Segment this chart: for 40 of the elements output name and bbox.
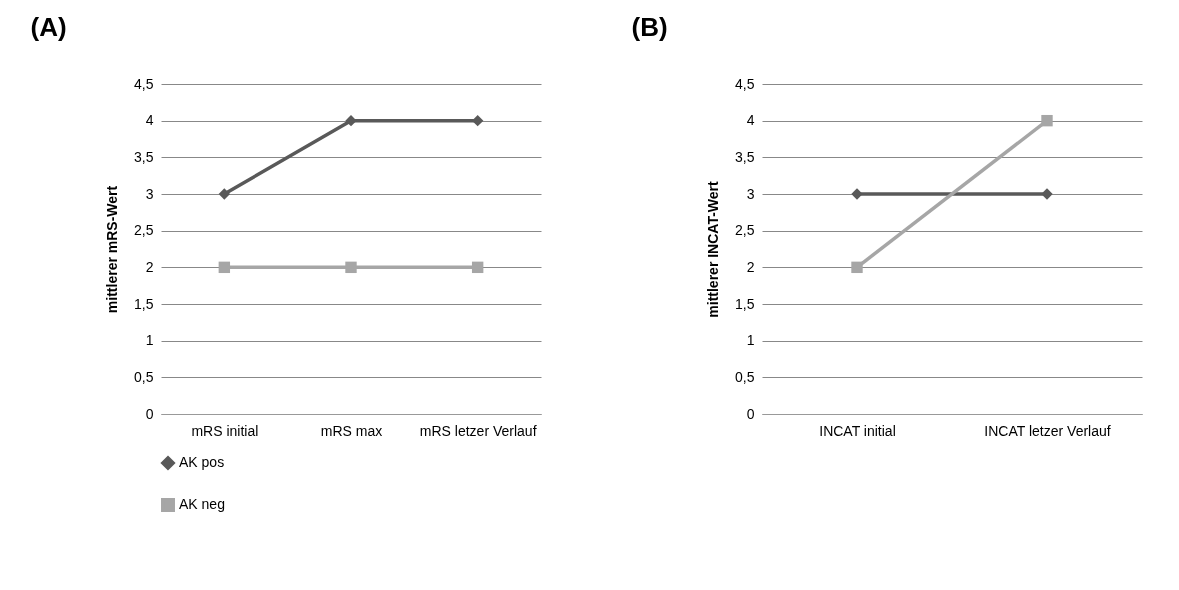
legend-label: AK pos <box>179 454 225 470</box>
y-tick-label: 2,5 <box>735 222 755 239</box>
y-tick-label: 4,5 <box>134 75 154 92</box>
legend-label: AK neg <box>179 496 225 512</box>
y-tick-label: 1 <box>746 332 755 349</box>
point <box>1041 188 1053 200</box>
y-axis-title: mittlerer INCAT-Wert <box>705 180 722 318</box>
x-tick-label: mRS initial <box>191 422 259 439</box>
y-tick-label: 4 <box>746 112 755 129</box>
y-tick-label: 3 <box>746 185 755 202</box>
y-tick-label: 0 <box>145 405 154 422</box>
y-tick-label: 4,5 <box>735 75 755 92</box>
y-axis-title: mittlerer mRS-Wert <box>104 185 121 314</box>
point <box>345 114 357 127</box>
y-tick-label: 3 <box>145 185 154 202</box>
point <box>851 188 863 200</box>
y-tick-label: 0,5 <box>134 368 154 385</box>
point <box>1041 114 1053 127</box>
y-tick-label: 2 <box>746 258 755 275</box>
chart-title: (A) <box>30 12 67 42</box>
chart-title: (B) <box>631 12 668 42</box>
x-tick-label: mRS max <box>320 422 383 439</box>
y-tick-label: 1 <box>145 332 154 349</box>
x-tick-label: INCAT letzer Verlauf <box>984 422 1111 439</box>
y-tick-label: 3,5 <box>735 148 755 165</box>
y-tick-label: 0 <box>746 405 755 422</box>
y-tick-label: 4 <box>145 112 154 129</box>
y-tick-label: 2,5 <box>134 222 154 239</box>
y-tick-label: 3,5 <box>134 148 154 165</box>
x-tick-label: mRS letzer Verlauf <box>419 422 537 439</box>
y-tick-label: 1,5 <box>134 295 154 312</box>
point <box>851 261 863 274</box>
point <box>471 261 484 274</box>
y-tick-label: 0,5 <box>735 368 755 385</box>
point <box>345 261 357 274</box>
y-tick-label: 2 <box>145 258 154 275</box>
y-tick-label: 1,5 <box>735 295 755 312</box>
x-tick-label: INCAT initial <box>819 422 896 439</box>
point <box>218 261 231 274</box>
point <box>218 188 231 200</box>
